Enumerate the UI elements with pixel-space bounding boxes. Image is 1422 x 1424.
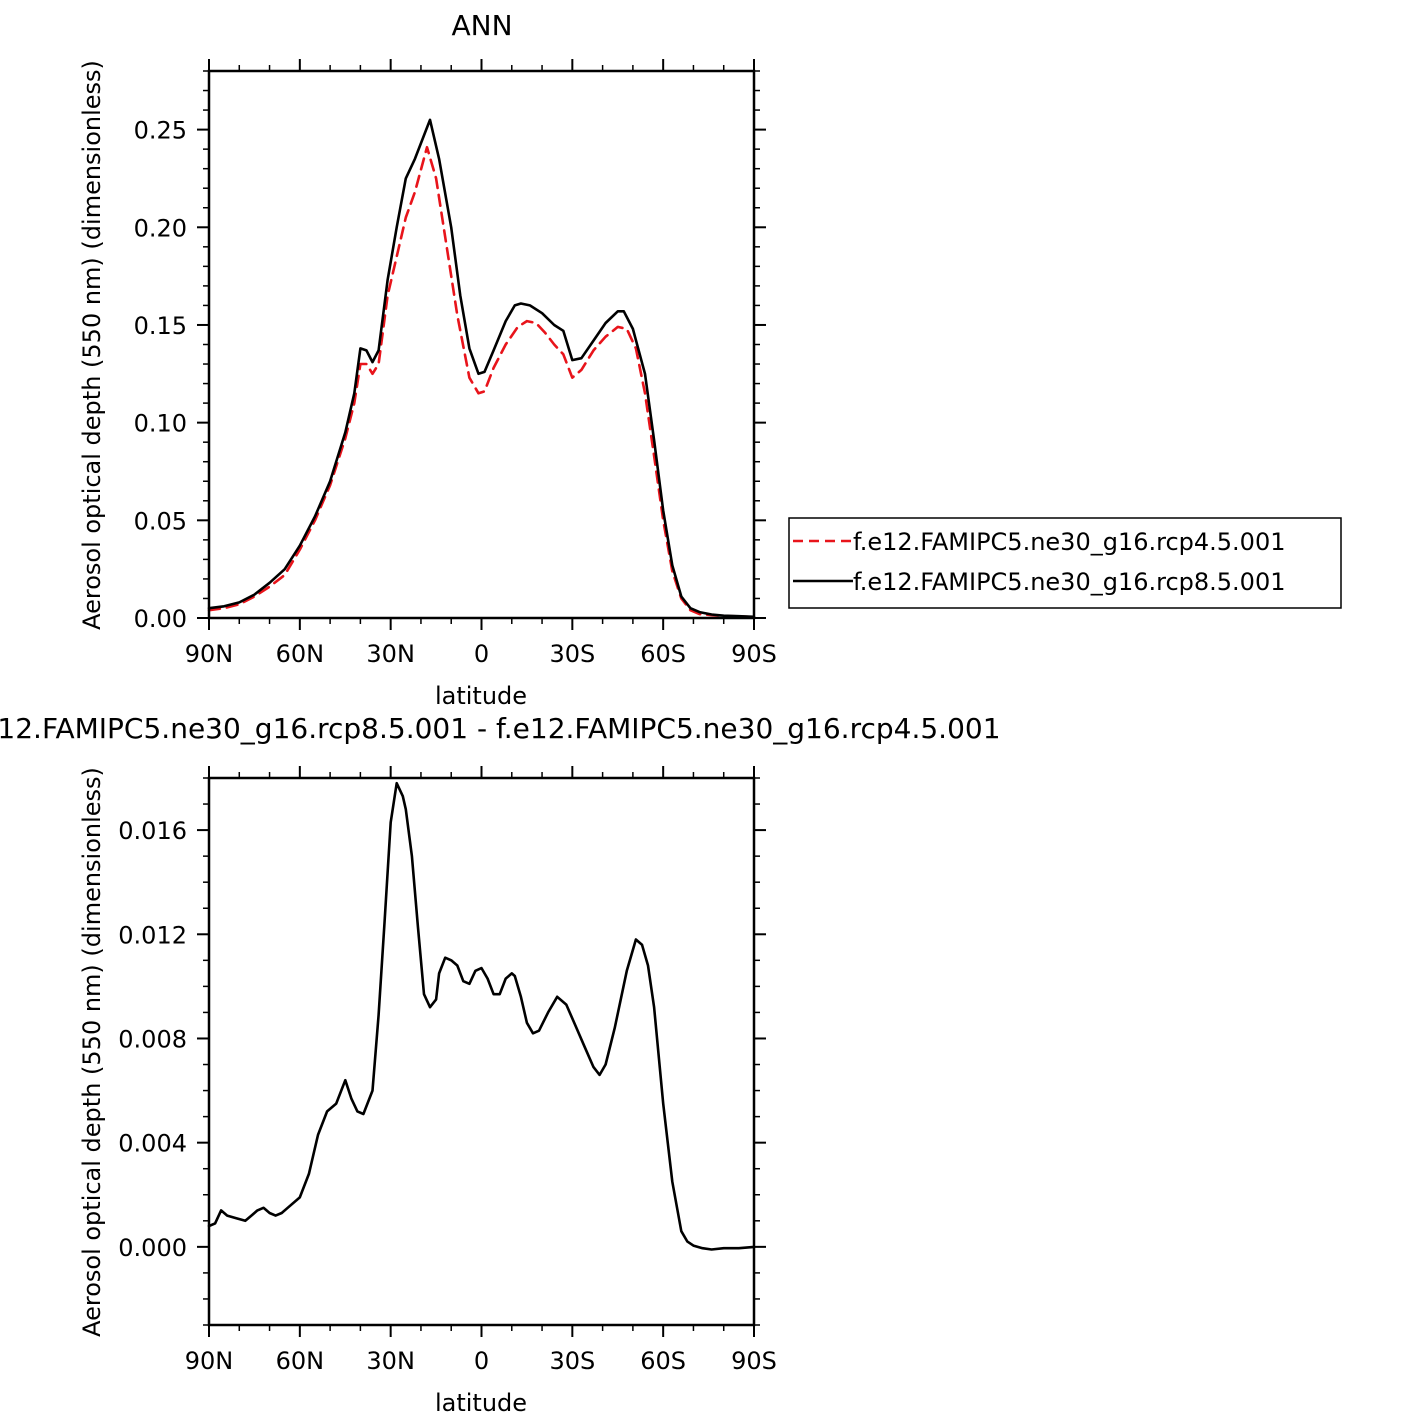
bottom-y-axis-label: Aerosol optical depth (550 nm) (dimensio… bbox=[78, 767, 106, 1337]
legend: f.e12.FAMIPC5.ne30_g16.rcp4.5.001 f.e12.… bbox=[788, 517, 1342, 609]
top-y-tick-label: 0.20 bbox=[134, 214, 187, 242]
top-y-tick-label: 0.10 bbox=[134, 410, 187, 438]
bottom-series-line-0 bbox=[207, 781, 756, 1251]
top-y-tick-label: 0.05 bbox=[134, 507, 187, 535]
top-x-tick-label: 60S bbox=[640, 640, 686, 668]
top-x-tick-label: 90N bbox=[185, 640, 234, 668]
top-y-tick-label: 0.15 bbox=[134, 312, 187, 340]
top-x-tick-label: 30S bbox=[549, 640, 595, 668]
bottom-panel: f.e12.FAMIPC5.ne30_g16.rcp8.5.001 - f.e1… bbox=[0, 712, 1001, 1417]
legend-box bbox=[788, 517, 1342, 609]
top-x-axis-label: latitude bbox=[435, 682, 527, 710]
top-y-tick-label: 0.00 bbox=[134, 605, 187, 633]
bottom-x-axis-label: latitude bbox=[435, 1389, 527, 1417]
bottom-x-tick-label: 30S bbox=[549, 1347, 595, 1375]
top-panel: ANN 90N 60N 30N 0 30S 60S 90S 0.00 0.05 0.10 0.15 0… bbox=[78, 9, 1342, 710]
bottom-plot-frame bbox=[207, 776, 756, 1327]
top-x-tick-label: 90S bbox=[731, 640, 777, 668]
top-y-tick-label: 0.25 bbox=[134, 117, 187, 145]
bottom-y-tick-label: 0.016 bbox=[118, 817, 187, 845]
top-x-tick-label: 0 bbox=[474, 640, 489, 668]
top-axes: 90N 60N 30N 0 30S 60S 90S 0.00 0.05 0.10 0.15 0.20 0… bbox=[134, 59, 777, 668]
bottom-x-tick-label: 60S bbox=[640, 1347, 686, 1375]
top-y-axis-label: Aerosol optical depth (550 nm) (dimensio… bbox=[78, 60, 106, 630]
legend-label-rcp85: f.e12.FAMIPC5.ne30_g16.rcp8.5.001 bbox=[853, 568, 1286, 596]
bottom-y-tick-label: 0.000 bbox=[118, 1234, 187, 1262]
bottom-x-tick-label: 0 bbox=[474, 1347, 489, 1375]
top-plot-frame bbox=[207, 69, 756, 620]
top-series-line-1 bbox=[207, 118, 756, 619]
bottom-x-tick-label: 90S bbox=[731, 1347, 777, 1375]
bottom-y-tick-label: 0.004 bbox=[118, 1130, 187, 1158]
top-chart-title: ANN bbox=[451, 9, 512, 42]
bottom-y-tick-label: 0.008 bbox=[118, 1025, 187, 1053]
top-series-lines bbox=[207, 118, 756, 619]
legend-label-rcp45: f.e12.FAMIPC5.ne30_g16.rcp4.5.001 bbox=[853, 528, 1286, 556]
bottom-y-tick-label: 0.012 bbox=[118, 921, 187, 949]
top-x-tick-label: 60N bbox=[276, 640, 325, 668]
bottom-series-lines bbox=[207, 781, 756, 1251]
bottom-x-tick-label: 90N bbox=[185, 1347, 234, 1375]
top-series-line-0 bbox=[207, 145, 756, 619]
bottom-axes: 90N 60N 30N 0 30S 60S 90S 0.000 0.004 0.008 0.012 0… bbox=[118, 766, 777, 1375]
bottom-x-tick-label: 60N bbox=[276, 1347, 325, 1375]
bottom-chart-title: f.e12.FAMIPC5.ne30_g16.rcp8.5.001 - f.e1… bbox=[0, 712, 1001, 745]
top-x-tick-label: 30N bbox=[366, 640, 415, 668]
bottom-x-tick-label: 30N bbox=[366, 1347, 415, 1375]
